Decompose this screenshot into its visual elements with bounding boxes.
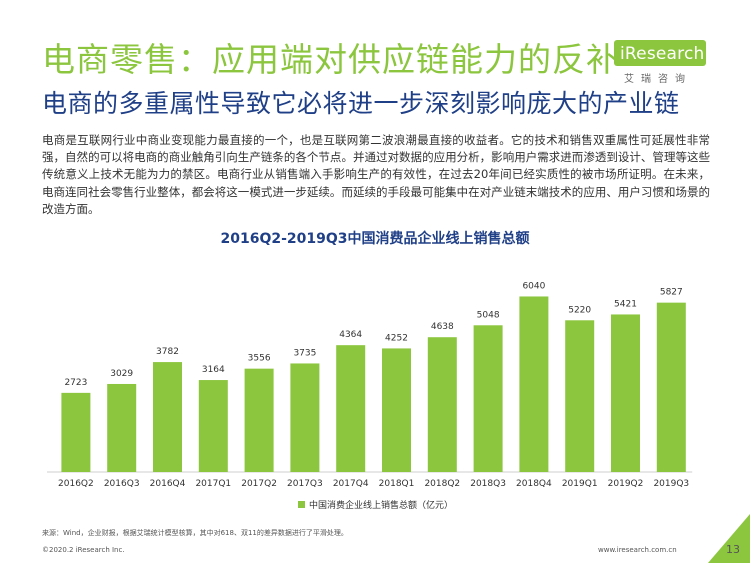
- intro-paragraph: 电商是互联网行业中商业变现能力最直接的一个，也是互联网第二波浪潮最直接的收益者。…: [42, 133, 710, 216]
- page-number: 13: [726, 543, 740, 556]
- tick-label-2016Q4: 2016Q4: [150, 479, 186, 489]
- tick-label-2018Q3: 2018Q3: [470, 479, 506, 489]
- data-label-2018Q3: 5048: [477, 310, 500, 320]
- logo-name: iResearch: [620, 44, 705, 64]
- bar-2016Q2: [61, 392, 91, 472]
- data-label-2016Q3: 3029: [110, 369, 133, 379]
- tick-label-2018Q1: 2018Q1: [379, 479, 415, 489]
- bar-2017Q3: [290, 363, 320, 472]
- copyright: ©2020.2 iResearch Inc.: [42, 546, 125, 554]
- data-label-2019Q2: 5421: [614, 299, 637, 309]
- bar-2017Q1: [198, 380, 228, 472]
- tick-label-2018Q4: 2018Q4: [516, 479, 552, 489]
- bar-2017Q4: [336, 345, 366, 472]
- bar-2016Q4: [153, 362, 182, 472]
- legend-swatch: [298, 501, 305, 508]
- source-note: 来源：Wind，企业财报，根据艾瑞统计模型核算，其中对618、双11的差异数据进…: [42, 529, 348, 537]
- tick-label-2016Q2: 2016Q2: [58, 479, 94, 489]
- bar-2018Q2: [427, 337, 457, 472]
- data-label-2017Q2: 3556: [248, 354, 271, 364]
- bar-2019Q3: [656, 302, 686, 472]
- data-label-2017Q3: 3735: [293, 348, 316, 358]
- bar-2016Q3: [107, 383, 137, 472]
- data-label-2019Q3: 5827: [660, 288, 683, 298]
- tick-label-2017Q2: 2017Q2: [241, 479, 277, 489]
- data-label-2019Q1: 5220: [568, 305, 591, 315]
- data-label-2018Q2: 4638: [431, 322, 454, 332]
- bar-2018Q1: [382, 348, 411, 472]
- tick-label-2017Q4: 2017Q4: [333, 479, 369, 489]
- data-label-2017Q4: 4364: [339, 330, 362, 340]
- chart-title: 2016Q2-2019Q3中国消费品企业线上销售总额: [220, 230, 529, 247]
- bar-2019Q2: [611, 314, 640, 472]
- page-title: 电商零售：应用端对供应链能力的反补: [42, 40, 620, 79]
- website-url: www.iresearch.com.cn: [598, 546, 677, 554]
- bar-2018Q4: [519, 296, 549, 472]
- tick-label-2019Q3: 2019Q3: [653, 479, 689, 489]
- tick-label-2018Q2: 2018Q2: [424, 479, 460, 489]
- logo-badge: iResearch: [614, 40, 706, 66]
- bar-2019Q1: [565, 320, 595, 472]
- data-label-2017Q1: 3164: [202, 365, 225, 375]
- tick-label-2019Q1: 2019Q1: [562, 479, 598, 489]
- tick-label-2017Q3: 2017Q3: [287, 479, 323, 489]
- corner-decoration: [708, 514, 750, 563]
- data-label-2018Q4: 6040: [522, 281, 545, 291]
- data-label-2016Q2: 2723: [64, 378, 87, 388]
- tick-label-2016Q3: 2016Q3: [104, 479, 140, 489]
- legend-label: 中国消费企业线上销售总额（亿元）: [309, 499, 453, 511]
- page-subtitle: 电商的多重属性导致它必将进一步深刻影响庞大的产业链: [42, 89, 680, 118]
- logo-subtitle: 艾瑞咨询: [624, 74, 692, 85]
- data-label-2018Q1: 4252: [385, 333, 408, 343]
- iresearch-logo: iResearch 艾瑞咨询: [614, 38, 706, 88]
- bar-2018Q3: [473, 325, 503, 472]
- tick-label-2017Q1: 2017Q1: [195, 479, 231, 489]
- tick-label-2019Q2: 2019Q2: [608, 479, 644, 489]
- sales-bar-chart: 2016Q2-2019Q3中国消费品企业线上销售总额 2723 2016Q2 3029…: [47, 230, 693, 511]
- data-label-2016Q4: 3782: [156, 347, 179, 357]
- bar-2017Q2: [244, 368, 274, 472]
